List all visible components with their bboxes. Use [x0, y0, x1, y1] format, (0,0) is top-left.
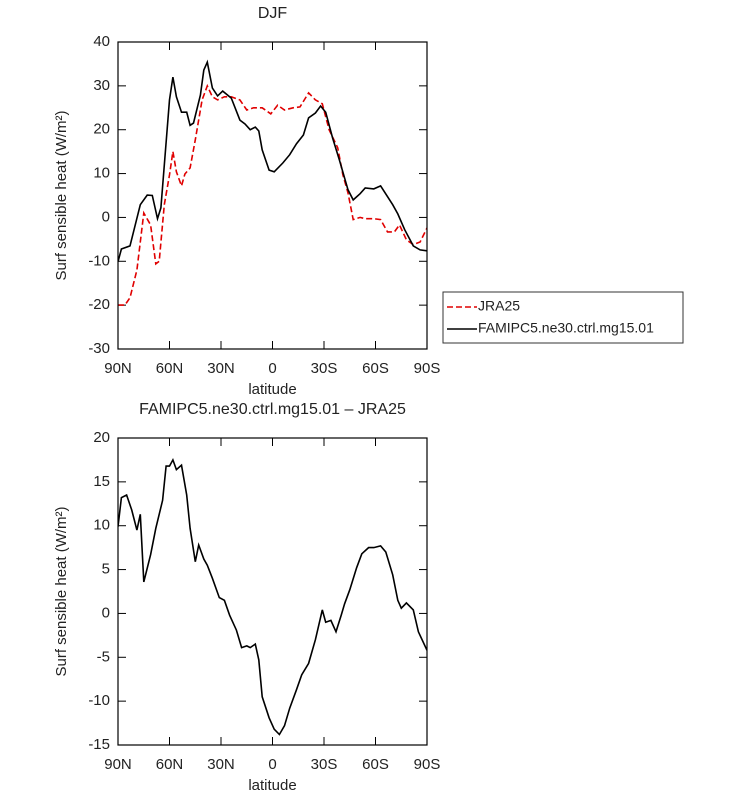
x-axis-label: latitude	[248, 777, 296, 794]
y-axis-label: Surf sensible heat (W/m²)	[53, 110, 70, 280]
y-tick-label: 20	[93, 121, 110, 138]
x-tick-label: 0	[268, 360, 276, 377]
y-axis-label: Surf sensible heat (W/m²)	[53, 506, 70, 676]
legend-label: JRA25	[478, 298, 520, 314]
x-tick-label: 60N	[156, 756, 184, 773]
y-tick-label: 40	[93, 33, 110, 50]
data-line	[118, 59, 427, 262]
data-line	[118, 457, 427, 736]
x-tick-label: 30S	[311, 756, 338, 773]
x-tick-label: 90S	[414, 756, 441, 773]
y-tick-label: 0	[102, 604, 110, 621]
plot-frame	[117, 437, 428, 746]
y-tick-label: 0	[102, 208, 110, 225]
y-tick-label: 10	[93, 517, 110, 534]
plot-frame	[117, 41, 428, 350]
x-tick-label: 90N	[104, 360, 132, 377]
x-tick-label: 90N	[104, 756, 132, 773]
chart-title: DJF	[258, 5, 288, 22]
y-tick-label: -10	[88, 252, 110, 269]
x-tick-label: 0	[268, 756, 276, 773]
x-tick-label: 60S	[362, 756, 389, 773]
x-tick-label: 30N	[207, 756, 235, 773]
data-line	[118, 83, 427, 306]
x-tick-label: 90S	[414, 360, 441, 377]
y-tick-label: 30	[93, 77, 110, 94]
chart-title: FAMIPC5.ne30.ctrl.mg15.01 – JRA25	[139, 401, 406, 418]
legend-box	[442, 291, 684, 344]
x-tick-label: 30S	[311, 360, 338, 377]
y-tick-label: -20	[88, 296, 110, 313]
y-tick-label: 15	[93, 473, 110, 490]
y-tick-label: 10	[93, 165, 110, 182]
y-tick-label: -10	[88, 692, 110, 709]
y-tick-label: 5	[102, 561, 110, 578]
x-axis-label: latitude	[248, 381, 296, 398]
y-tick-label: -5	[97, 648, 110, 665]
y-tick-label: -15	[88, 736, 110, 753]
x-tick-label: 60S	[362, 360, 389, 377]
legend-label: FAMIPC5.ne30.ctrl.mg15.01	[478, 320, 654, 336]
x-tick-label: 30N	[207, 360, 235, 377]
y-tick-label: -30	[88, 340, 110, 357]
x-tick-label: 60N	[156, 360, 184, 377]
y-tick-label: 20	[93, 429, 110, 446]
